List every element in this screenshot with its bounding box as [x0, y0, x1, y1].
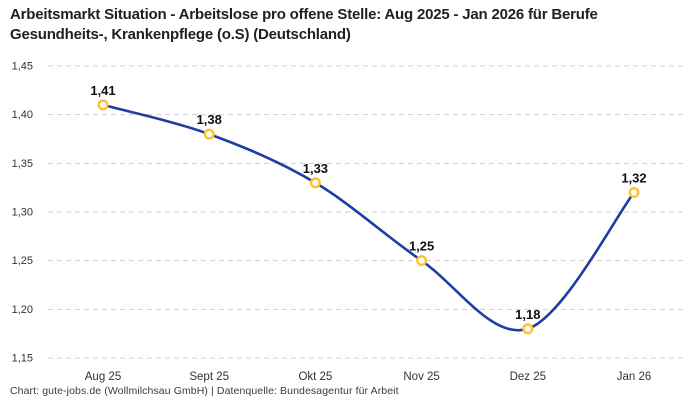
x-tick-label: Dez 25	[510, 371, 546, 383]
gridlines-group	[48, 65, 685, 359]
data-point-label: 1,38	[197, 112, 222, 127]
data-labels-group: 1,41 1,38 1,33 1,25 1,18 1,32	[90, 83, 646, 322]
data-point-label: 1,25	[409, 239, 434, 254]
x-tick-label: Nov 25	[403, 371, 439, 383]
data-point-marker	[203, 128, 215, 140]
data-point-marker	[416, 255, 428, 267]
x-tick-label: Sept 25	[189, 371, 229, 383]
y-tick-label: 1,40	[12, 109, 33, 121]
markers-group	[97, 99, 640, 335]
data-point-marker	[522, 323, 534, 335]
y-tick-label: 1,30	[12, 207, 33, 219]
chart-footer-attribution: Chart: gute-jobs.de (Wollmilchsau GmbH) …	[10, 385, 399, 397]
data-point-label: 1,32	[621, 171, 646, 186]
y-tick-label: 1,45	[12, 61, 33, 73]
data-point-marker	[309, 177, 321, 189]
y-tick-label: 1,15	[12, 353, 33, 365]
y-axis-labels-group: 1,45 1,40 1,35 1,30 1,25 1,20 1,15	[12, 61, 33, 365]
data-point-label: 1,33	[303, 161, 328, 176]
x-tick-label: Aug 25	[85, 371, 121, 383]
y-tick-label: 1,20	[12, 304, 33, 316]
data-point-label: 1,18	[515, 307, 540, 322]
x-tick-label: Okt 25	[298, 371, 332, 383]
line-series-group	[101, 103, 636, 332]
y-tick-label: 1,25	[12, 255, 33, 267]
data-point-label: 1,41	[90, 83, 115, 98]
chart-title: Arbeitsmarkt Situation - Arbeitslose pro…	[10, 6, 598, 43]
y-tick-label: 1,35	[12, 158, 33, 170]
data-point-marker	[97, 99, 109, 111]
x-tick-label: Jan 26	[617, 371, 652, 383]
data-point-marker	[628, 187, 640, 199]
series-line	[101, 103, 636, 332]
x-axis-labels-group: Aug 25 Sept 25 Okt 25 Nov 25 Dez 25 Jan 26	[85, 371, 651, 383]
